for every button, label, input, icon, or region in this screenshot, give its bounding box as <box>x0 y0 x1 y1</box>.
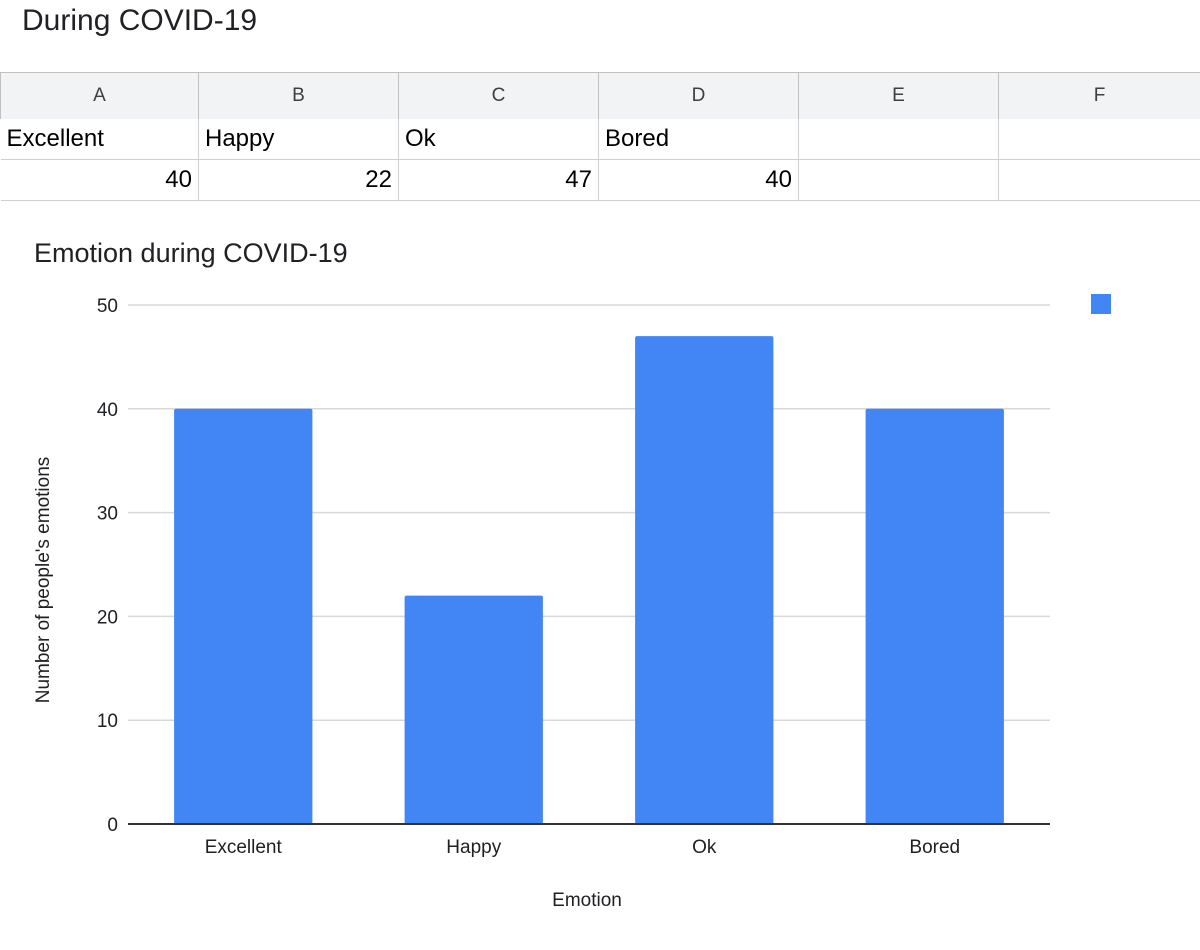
column-header-a[interactable]: A <box>0 72 199 119</box>
cell-c2[interactable]: 47 <box>398 159 599 201</box>
bar[interactable] <box>635 336 774 824</box>
x-tick-label: Bored <box>909 837 960 858</box>
column-header-e[interactable]: E <box>798 72 999 119</box>
bars <box>174 336 1004 824</box>
cell-f2[interactable] <box>998 159 1200 201</box>
cell-a2[interactable]: 40 <box>0 159 199 201</box>
y-axis-label: Number of people's emotions <box>33 457 54 704</box>
cell-a1[interactable]: Excellent <box>0 119 199 160</box>
column-header-d[interactable]: D <box>598 72 799 119</box>
cell-b2[interactable]: 22 <box>198 159 399 201</box>
column-header-f[interactable]: F <box>998 72 1200 119</box>
cell-f1[interactable] <box>998 119 1200 160</box>
y-tick-label: 10 <box>97 711 118 732</box>
bar[interactable] <box>174 408 313 824</box>
x-tick-label: Happy <box>446 837 501 858</box>
y-tick-label: 20 <box>97 607 118 628</box>
y-tick-label: 50 <box>97 296 118 317</box>
column-header-row: A B C D E F <box>0 72 1200 119</box>
x-tick-label: Ok <box>692 837 717 858</box>
bar[interactable] <box>865 408 1004 824</box>
legend-swatch <box>1091 294 1111 314</box>
column-header-b[interactable]: B <box>198 72 399 119</box>
column-header-c[interactable]: C <box>398 72 599 119</box>
x-tick-label: Excellent <box>205 837 283 858</box>
chart-title: Emotion during COVID-19 <box>34 238 348 268</box>
spreadsheet-grid: A B C D E F Excellent Happy Ok Bored 40 … <box>0 72 1200 201</box>
cell-d1[interactable]: Bored <box>598 119 799 160</box>
table-row: 40 22 47 40 <box>0 159 1200 201</box>
cell-e1[interactable] <box>798 119 999 160</box>
table-row: Excellent Happy Ok Bored <box>0 119 1200 160</box>
cell-b1[interactable]: Happy <box>198 119 399 160</box>
bar-chart: 0 10 20 30 40 50 Excellent Happy Ok Bored Number … <box>33 296 1050 911</box>
x-axis-label: Emotion <box>552 890 622 911</box>
y-tick-label: 0 <box>107 815 118 836</box>
cell-d2[interactable]: 40 <box>598 159 799 201</box>
y-tick-label: 30 <box>97 504 118 525</box>
cell-e2[interactable] <box>798 159 999 201</box>
document-title: During COVID-19 <box>22 4 258 37</box>
y-tick-label: 40 <box>97 400 118 421</box>
cell-c1[interactable]: Ok <box>398 119 599 160</box>
bar[interactable] <box>404 595 543 824</box>
axes: 0 10 20 30 40 50 Excellent Happy Ok Bored <box>97 296 1050 858</box>
